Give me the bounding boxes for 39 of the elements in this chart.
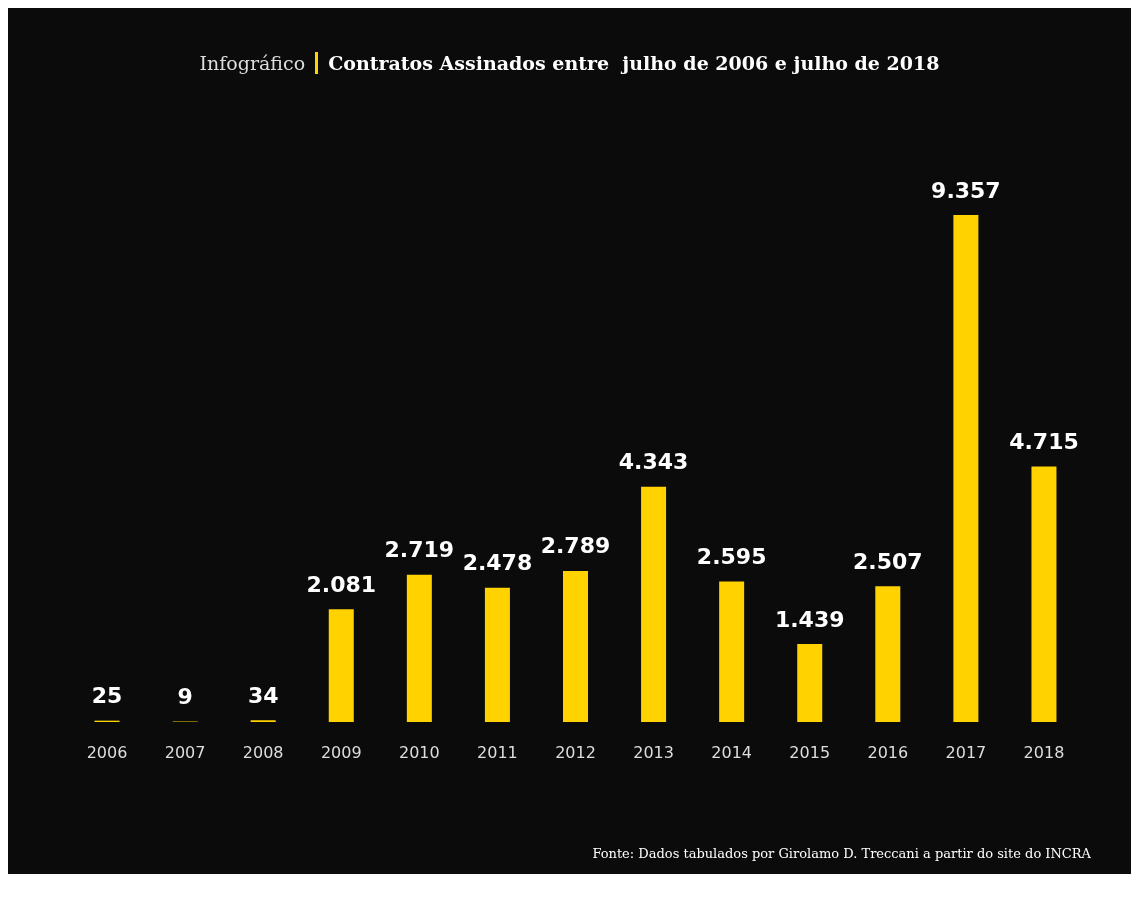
x-tick-label: 2008	[242, 742, 284, 762]
x-tick-label: 2017	[945, 742, 987, 762]
data-label: 2.719	[384, 537, 455, 563]
x-tick-label: 2009	[320, 742, 362, 762]
bar	[953, 215, 979, 722]
source-note: Fonte: Dados tabulados por Girolamo D. Treccani a partir do site do INCRA	[592, 846, 1091, 861]
bar	[328, 609, 354, 722]
x-tick-label: 2006	[86, 742, 128, 762]
data-label: 9	[177, 684, 193, 710]
bar	[484, 587, 510, 722]
bar	[719, 581, 745, 722]
chart-title: Contratos Assinados entre julho de 2006 e julho de 2018	[328, 52, 940, 74]
x-tick-label: 2016	[867, 742, 909, 762]
data-label: 4.715	[1009, 429, 1079, 455]
data-label: 2.789	[540, 533, 611, 559]
bar	[875, 586, 901, 722]
data-label: 9.357	[931, 177, 1001, 203]
bar	[641, 486, 667, 722]
bar	[406, 574, 432, 722]
x-tick-label: 2014	[711, 742, 753, 762]
x-tick-label: 2018	[1023, 742, 1065, 762]
data-label: 1.439	[774, 606, 845, 632]
data-label: 2.595	[696, 543, 767, 569]
x-tick-label: 2015	[789, 742, 831, 762]
bar	[563, 570, 588, 722]
bar	[797, 644, 823, 722]
x-tick-label: 2007	[164, 742, 206, 762]
bar	[1031, 466, 1057, 722]
chart-subtitle: Infográfico	[199, 52, 306, 74]
x-tick-label: 2012	[555, 742, 596, 762]
x-tick-label: 2013	[633, 742, 674, 762]
data-label: 4.343	[618, 449, 689, 475]
data-label: 25	[91, 683, 123, 709]
data-label: 34	[247, 682, 279, 708]
x-tick-label: 2011	[477, 742, 518, 762]
data-label: 2.507	[853, 548, 923, 574]
data-label: 2.478	[462, 550, 533, 576]
x-tick-label: 2010	[398, 742, 440, 762]
data-label: 2.081	[306, 571, 377, 597]
